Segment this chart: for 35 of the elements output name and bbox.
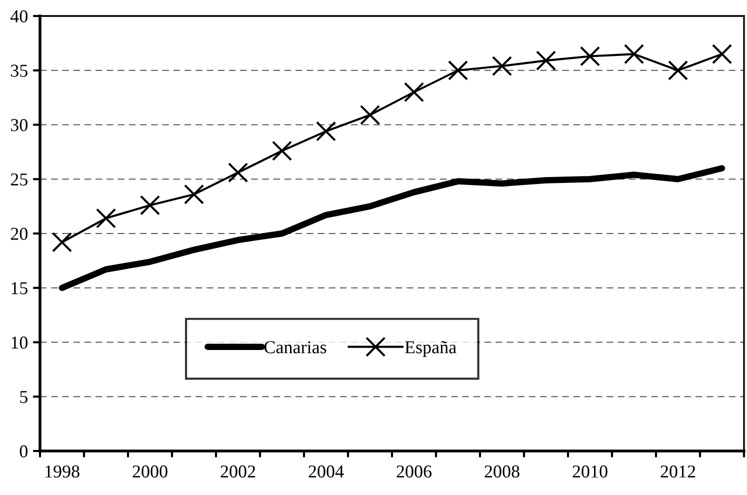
x-tick-label: 1998 <box>46 465 80 478</box>
y-tick-label: 35 <box>11 64 28 77</box>
point <box>492 56 512 76</box>
point <box>580 46 600 66</box>
point <box>360 104 380 126</box>
y-tick-label: 5 <box>20 391 28 404</box>
y-tick-label: 25 <box>10 173 28 186</box>
x-tick-label: 2010 <box>572 465 608 478</box>
point <box>668 60 688 80</box>
x-tick-label: 2006 <box>396 465 432 478</box>
legend-label: Canarias <box>264 341 326 354</box>
point <box>536 50 556 71</box>
x-tick-label: 2002 <box>220 465 256 478</box>
point <box>404 82 424 102</box>
point <box>272 140 292 161</box>
point <box>228 162 248 183</box>
legend-label: España <box>405 341 456 358</box>
x-tick-label: 2012 <box>660 465 696 478</box>
point <box>140 195 160 216</box>
y-tick-label: 10 <box>12 336 28 349</box>
point <box>624 44 644 64</box>
point <box>712 44 732 64</box>
point <box>316 121 336 142</box>
y-tick-label: 40 <box>10 10 28 22</box>
point <box>448 60 468 80</box>
x-tick-label: 2004 <box>308 465 344 478</box>
x-tick-label: 2008 <box>484 465 520 478</box>
point <box>96 208 116 228</box>
y-tick-label: 20 <box>10 228 28 240</box>
point <box>52 232 72 252</box>
x-tick-label: 2000 <box>132 465 168 478</box>
y-tick-label: 0 <box>20 445 28 458</box>
point <box>184 184 204 204</box>
y-tick-label: 15 <box>12 282 28 294</box>
y-tick-label: 30 <box>11 119 28 132</box>
